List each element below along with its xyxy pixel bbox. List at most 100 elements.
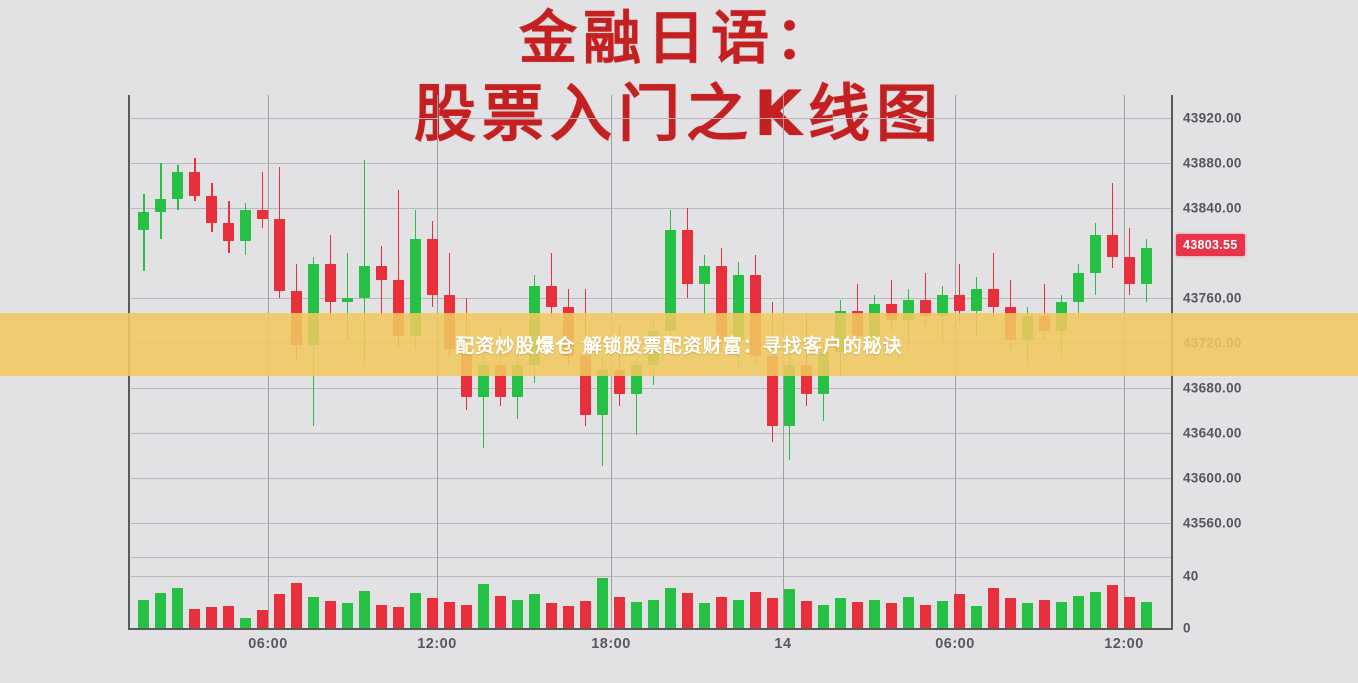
volume-bar: [1090, 591, 1101, 628]
price-axis-tick: 43560.00: [1183, 515, 1242, 530]
gridline-horizontal: [131, 433, 1171, 434]
candle-body: [342, 297, 353, 302]
candle-body: [597, 369, 608, 415]
candle-body: [172, 171, 183, 199]
candle-wick: [142, 194, 145, 271]
volume-bar: [750, 591, 761, 628]
volume-bar: [461, 604, 472, 628]
volume-bar: [988, 587, 999, 628]
candle-body: [1107, 234, 1118, 257]
volume-bar: [920, 604, 931, 628]
candle-wick: [550, 252, 553, 318]
candle-body: [155, 198, 166, 212]
volume-bar: [614, 597, 625, 628]
volume-bar: [155, 593, 166, 628]
candle-wick: [363, 160, 366, 365]
candle-body: [376, 266, 387, 280]
volume-bar: [818, 604, 829, 628]
volume-bar: [801, 600, 812, 628]
volume-bar: [1124, 597, 1135, 628]
candle-body: [189, 171, 200, 197]
volume-bar: [495, 595, 506, 628]
candle-body: [665, 230, 676, 332]
volume-bar: [189, 608, 200, 628]
candle-body: [733, 275, 744, 341]
volume-bar: [1039, 599, 1050, 628]
time-axis-tick: 06:00: [248, 636, 288, 652]
candle-body: [223, 223, 234, 242]
volume-bar: [1073, 595, 1084, 628]
candle-body: [988, 288, 999, 307]
candle-body: [614, 369, 625, 395]
volume-bar: [835, 598, 846, 628]
price-axis-tick: 43880.00: [1183, 155, 1242, 170]
volume-bar: [529, 594, 540, 628]
volume-bar: [1022, 603, 1033, 628]
candle-body: [784, 365, 795, 426]
candle-wick: [380, 245, 383, 316]
volume-bar: [274, 594, 285, 628]
volume-bar: [784, 589, 795, 628]
volume-bar: [342, 603, 353, 628]
volume-bar: [512, 599, 523, 628]
time-axis-tick: 18:00: [591, 636, 631, 652]
candle-body: [257, 209, 268, 219]
time-axis-tick: 12:00: [417, 636, 457, 652]
candle-body: [1141, 248, 1152, 284]
volume-bar: [886, 603, 897, 628]
volume-bar: [393, 607, 404, 628]
gridline-horizontal: [131, 478, 1171, 479]
promo-banner[interactable]: 配资炒股爆仓 解锁股票配资财富：寻找客户的秘诀: [0, 313, 1358, 376]
volume-bar: [308, 597, 319, 628]
volume-bar: [376, 604, 387, 628]
volume-bar: [631, 602, 642, 628]
volume-bar: [597, 577, 608, 628]
candle-body: [478, 365, 489, 397]
volume-bar: [665, 587, 676, 628]
candle-body: [1124, 257, 1135, 284]
gridline-horizontal: [131, 208, 1171, 209]
candle-body: [274, 218, 285, 291]
volume-bar: [937, 600, 948, 628]
candle-body: [308, 263, 319, 345]
volume-bar: [1056, 602, 1067, 628]
volume-bar: [580, 600, 591, 628]
candle-body: [682, 230, 693, 284]
volume-bar: [1141, 602, 1152, 628]
gridline-horizontal: [131, 298, 1171, 299]
price-axis-tick: 43840.00: [1183, 200, 1242, 215]
volume-bar: [954, 594, 965, 628]
candle-body: [631, 365, 642, 395]
promo-banner-text: 配资炒股爆仓 解锁股票配资财富：寻找客户的秘诀: [455, 335, 903, 357]
volume-bar: [699, 603, 710, 628]
candle-body: [716, 266, 727, 341]
candle-body: [1090, 234, 1101, 273]
candle-body: [954, 295, 965, 311]
price-axis-tick: 43920.00: [1183, 110, 1242, 125]
candle-body: [359, 266, 370, 298]
volume-bar: [1005, 598, 1016, 628]
volume-bar: [138, 599, 149, 628]
price-axis-tick: 43760.00: [1183, 290, 1242, 305]
price-axis-tick: 43600.00: [1183, 470, 1242, 485]
current-price-badge: 43803.55: [1176, 234, 1245, 256]
candle-wick: [703, 254, 706, 316]
candle-body: [1073, 272, 1084, 302]
volume-bar: [971, 606, 982, 628]
volume-bar: [359, 590, 370, 628]
volume-bar: [206, 607, 217, 628]
candle-body: [801, 365, 812, 395]
gridline-horizontal: [131, 118, 1171, 119]
candle-body: [138, 212, 149, 230]
candle-body: [393, 279, 404, 336]
candle-body: [920, 299, 931, 316]
volume-axis-tick: 0: [1183, 620, 1191, 636]
candle-wick: [261, 171, 264, 228]
time-axis-tick: 12:00: [1104, 636, 1144, 652]
volume-bar: [903, 597, 914, 628]
volume-bar: [716, 597, 727, 628]
volume-bar: [563, 606, 574, 628]
volume-bar: [410, 593, 421, 628]
candle-body: [580, 356, 591, 415]
axis-bottom-spine: [128, 628, 1172, 630]
